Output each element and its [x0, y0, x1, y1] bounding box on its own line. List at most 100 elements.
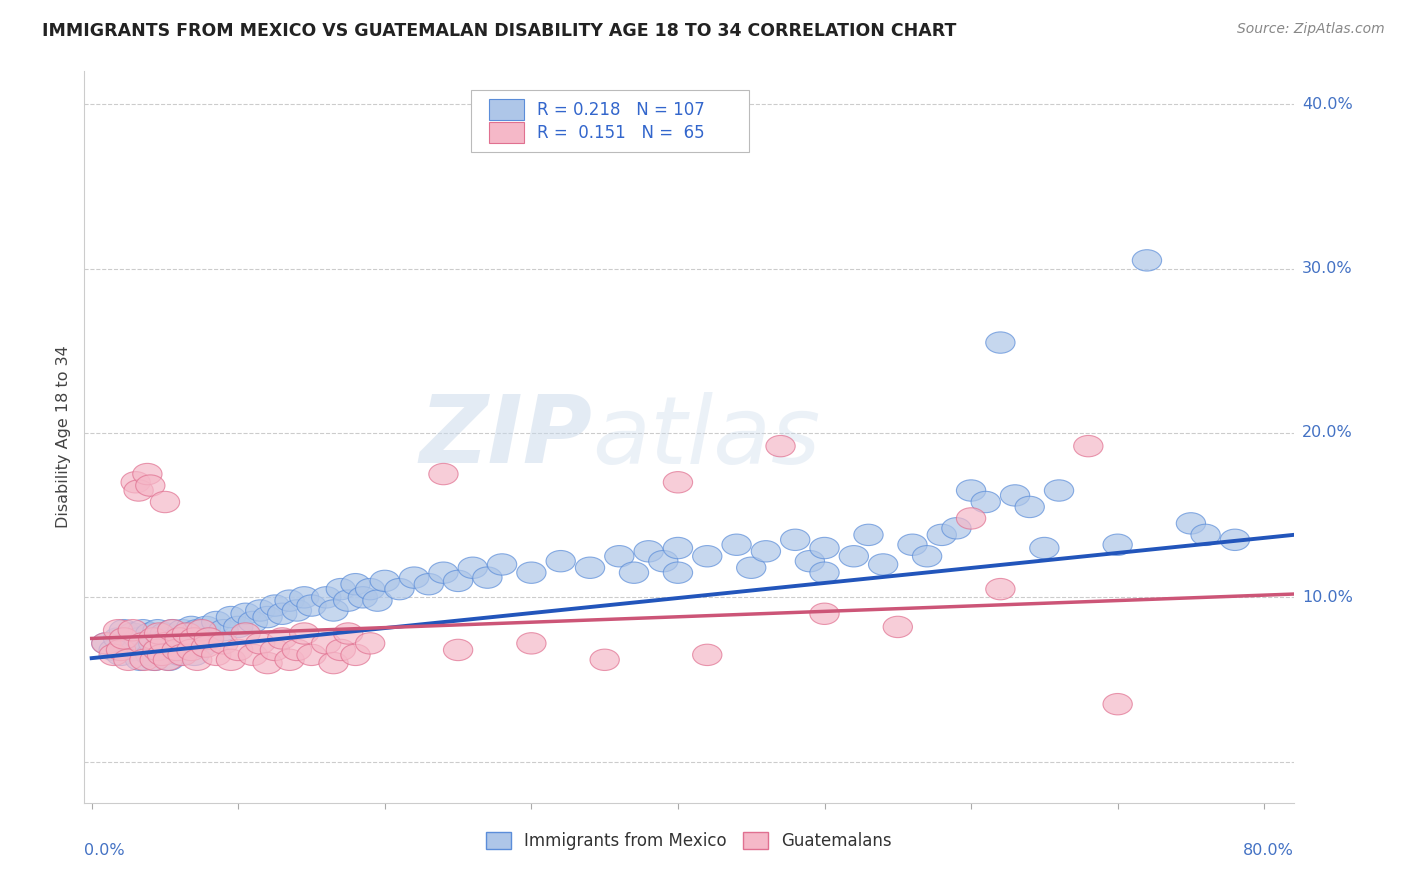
FancyBboxPatch shape: [489, 99, 524, 120]
Text: 40.0%: 40.0%: [1302, 96, 1353, 112]
Ellipse shape: [114, 649, 143, 671]
Ellipse shape: [1074, 435, 1102, 457]
Ellipse shape: [591, 649, 619, 671]
Ellipse shape: [312, 587, 340, 608]
Ellipse shape: [107, 644, 135, 665]
Ellipse shape: [129, 632, 159, 654]
Ellipse shape: [129, 649, 159, 671]
Ellipse shape: [260, 595, 290, 616]
FancyBboxPatch shape: [489, 122, 524, 144]
Ellipse shape: [575, 558, 605, 578]
Ellipse shape: [986, 332, 1015, 353]
Ellipse shape: [238, 611, 267, 632]
Ellipse shape: [766, 435, 796, 457]
Ellipse shape: [1132, 250, 1161, 271]
Ellipse shape: [167, 620, 197, 640]
Ellipse shape: [209, 632, 238, 654]
Ellipse shape: [1029, 537, 1059, 558]
Ellipse shape: [267, 603, 297, 624]
Ellipse shape: [165, 628, 194, 649]
Ellipse shape: [1015, 496, 1045, 517]
Ellipse shape: [429, 562, 458, 583]
Ellipse shape: [107, 640, 135, 661]
Ellipse shape: [104, 620, 132, 640]
Ellipse shape: [173, 623, 201, 644]
Ellipse shape: [517, 632, 546, 654]
Ellipse shape: [810, 537, 839, 558]
Text: R =  0.151   N =  65: R = 0.151 N = 65: [537, 124, 704, 142]
Ellipse shape: [648, 550, 678, 572]
Ellipse shape: [180, 644, 209, 665]
Ellipse shape: [98, 640, 128, 661]
Ellipse shape: [217, 607, 246, 628]
Ellipse shape: [155, 649, 184, 671]
Text: R = 0.218   N = 107: R = 0.218 N = 107: [537, 101, 704, 119]
Text: IMMIGRANTS FROM MEXICO VS GUATEMALAN DISABILITY AGE 18 TO 34 CORRELATION CHART: IMMIGRANTS FROM MEXICO VS GUATEMALAN DIS…: [42, 22, 956, 40]
Ellipse shape: [517, 562, 546, 583]
Ellipse shape: [326, 640, 356, 661]
Ellipse shape: [150, 632, 180, 654]
Ellipse shape: [177, 640, 207, 661]
Ellipse shape: [737, 558, 766, 578]
Text: 0.0%: 0.0%: [84, 843, 125, 858]
Ellipse shape: [194, 628, 224, 649]
Ellipse shape: [399, 567, 429, 589]
Ellipse shape: [693, 546, 721, 567]
Ellipse shape: [297, 644, 326, 665]
Ellipse shape: [312, 632, 340, 654]
Ellipse shape: [187, 620, 217, 640]
Ellipse shape: [141, 649, 169, 671]
Ellipse shape: [385, 578, 415, 599]
Ellipse shape: [183, 649, 212, 671]
Ellipse shape: [751, 541, 780, 562]
Ellipse shape: [148, 644, 177, 665]
Ellipse shape: [246, 599, 276, 621]
Ellipse shape: [135, 644, 165, 665]
Ellipse shape: [1177, 513, 1205, 534]
Ellipse shape: [853, 524, 883, 546]
Ellipse shape: [183, 620, 212, 640]
Ellipse shape: [157, 620, 187, 640]
Ellipse shape: [333, 623, 363, 644]
Ellipse shape: [224, 640, 253, 661]
Ellipse shape: [283, 599, 312, 621]
Ellipse shape: [98, 644, 128, 665]
Ellipse shape: [810, 562, 839, 583]
Ellipse shape: [340, 574, 370, 595]
Ellipse shape: [135, 475, 165, 496]
Ellipse shape: [333, 590, 363, 611]
Ellipse shape: [139, 628, 167, 649]
Ellipse shape: [238, 644, 267, 665]
Ellipse shape: [956, 508, 986, 529]
Ellipse shape: [1191, 524, 1220, 546]
Ellipse shape: [124, 480, 153, 501]
Ellipse shape: [191, 636, 221, 657]
Ellipse shape: [443, 640, 472, 661]
Ellipse shape: [118, 623, 148, 644]
Ellipse shape: [132, 463, 162, 484]
Ellipse shape: [276, 649, 304, 671]
Ellipse shape: [488, 554, 517, 575]
Ellipse shape: [869, 554, 898, 575]
Ellipse shape: [1102, 534, 1132, 556]
Text: Source: ZipAtlas.com: Source: ZipAtlas.com: [1237, 22, 1385, 37]
Ellipse shape: [721, 534, 751, 556]
Ellipse shape: [143, 640, 173, 661]
Ellipse shape: [150, 491, 180, 513]
Ellipse shape: [124, 628, 153, 649]
Ellipse shape: [297, 595, 326, 616]
Ellipse shape: [114, 636, 143, 657]
Ellipse shape: [246, 632, 276, 654]
Ellipse shape: [209, 620, 238, 640]
Ellipse shape: [143, 620, 173, 640]
Ellipse shape: [283, 640, 312, 661]
Ellipse shape: [177, 616, 207, 638]
Ellipse shape: [546, 550, 575, 572]
Ellipse shape: [104, 628, 132, 649]
Ellipse shape: [150, 640, 180, 661]
Ellipse shape: [201, 611, 231, 632]
Ellipse shape: [253, 652, 283, 673]
Ellipse shape: [276, 590, 304, 611]
Ellipse shape: [810, 603, 839, 624]
Ellipse shape: [267, 628, 297, 649]
